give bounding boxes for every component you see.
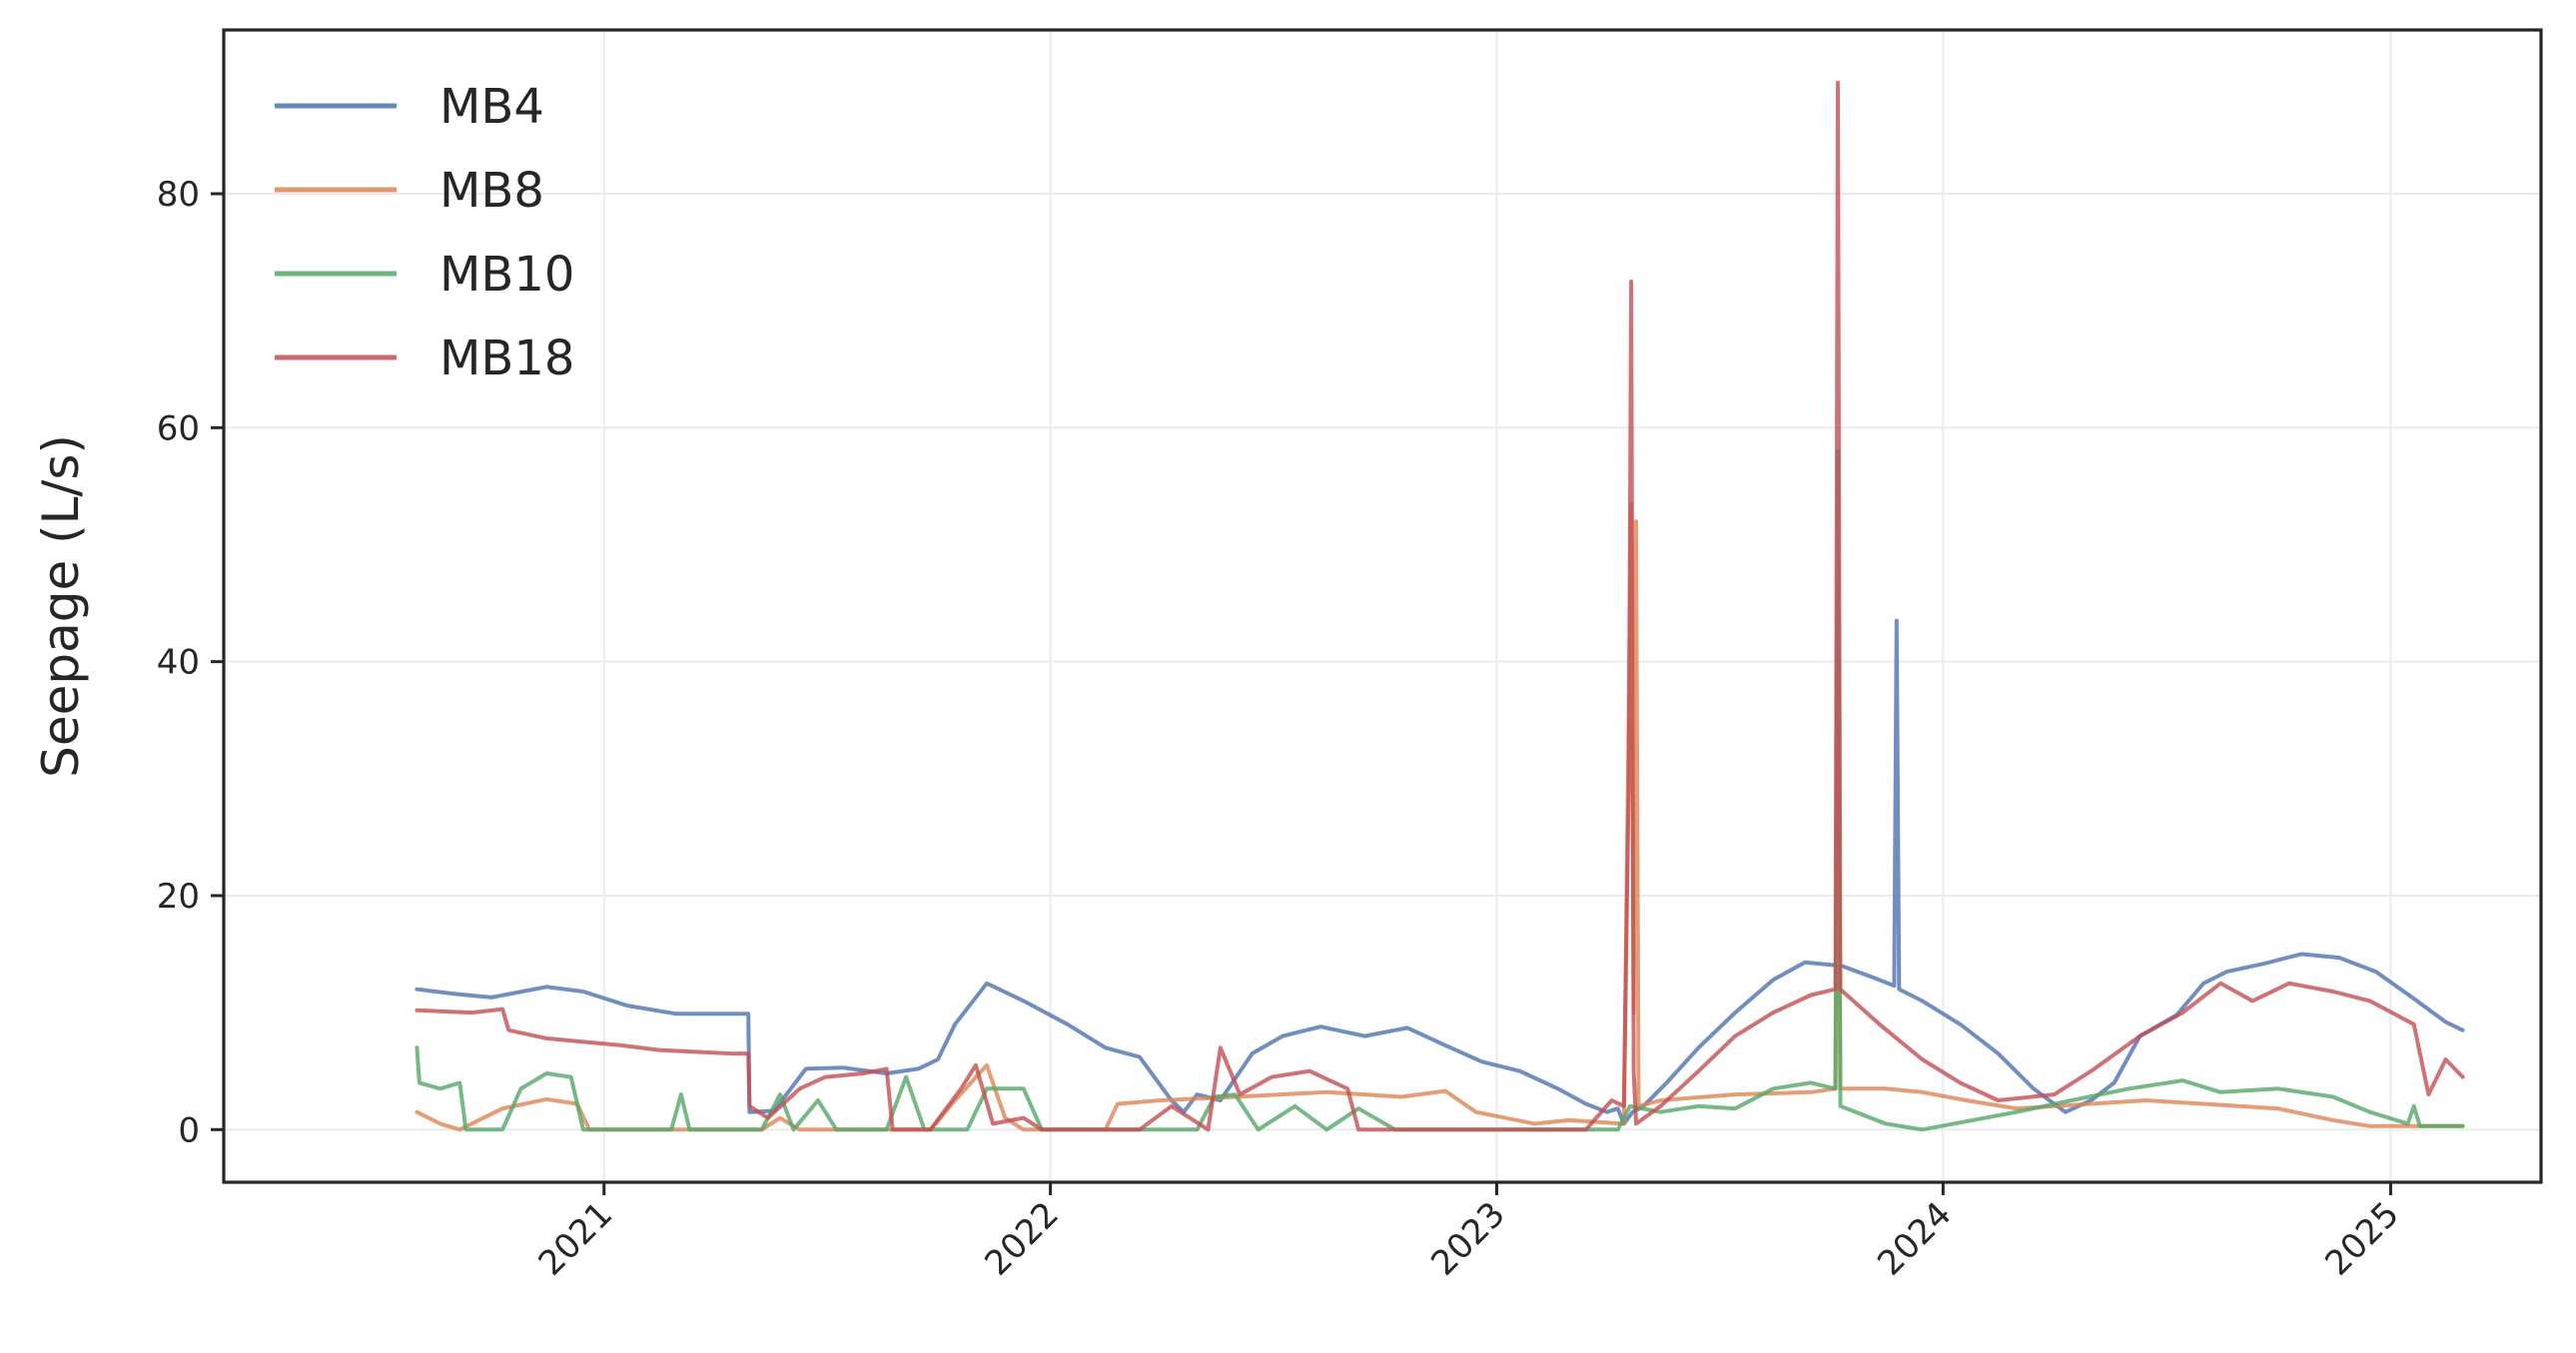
y-tick-label: 40 [157, 643, 200, 683]
y-tick-label: 0 [178, 1110, 200, 1150]
legend-label-mb8: MB8 [439, 163, 544, 219]
series-line-mb4 [415, 618, 2465, 1126]
x-tick-label: 2021 [531, 1194, 620, 1283]
y-tick-label: 60 [157, 408, 200, 448]
plot-frame [222, 28, 2543, 1184]
y-axis-label: Seepage (L/s) [32, 434, 90, 778]
plot-area [224, 30, 2541, 1182]
x-tick-label: 2023 [1423, 1194, 1512, 1283]
series-line-mb18 [415, 80, 2465, 1132]
x-tick-label: 2025 [2317, 1194, 2406, 1283]
x-tick-label: 2022 [978, 1194, 1067, 1283]
x-gridlines [602, 30, 2392, 1182]
x-tick-label: 2024 [1870, 1194, 1959, 1283]
series-line-mb8 [415, 501, 2465, 1132]
legend-label-mb18: MB18 [439, 331, 574, 386]
series-line-mb10 [415, 448, 2465, 1132]
legend-label-mb10: MB10 [439, 247, 574, 303]
y-tick-label: 80 [157, 175, 200, 215]
series-lines [415, 80, 2465, 1132]
legend-label-mb4: MB4 [439, 79, 544, 135]
y-tick-label: 20 [157, 877, 200, 917]
x-axis: 2021 2022 2023 2024 2025 [531, 1182, 2407, 1284]
legend: MB4 MB8 MB10 MB18 [275, 79, 574, 386]
y-axis: 0 20 40 60 80 [157, 175, 224, 1150]
